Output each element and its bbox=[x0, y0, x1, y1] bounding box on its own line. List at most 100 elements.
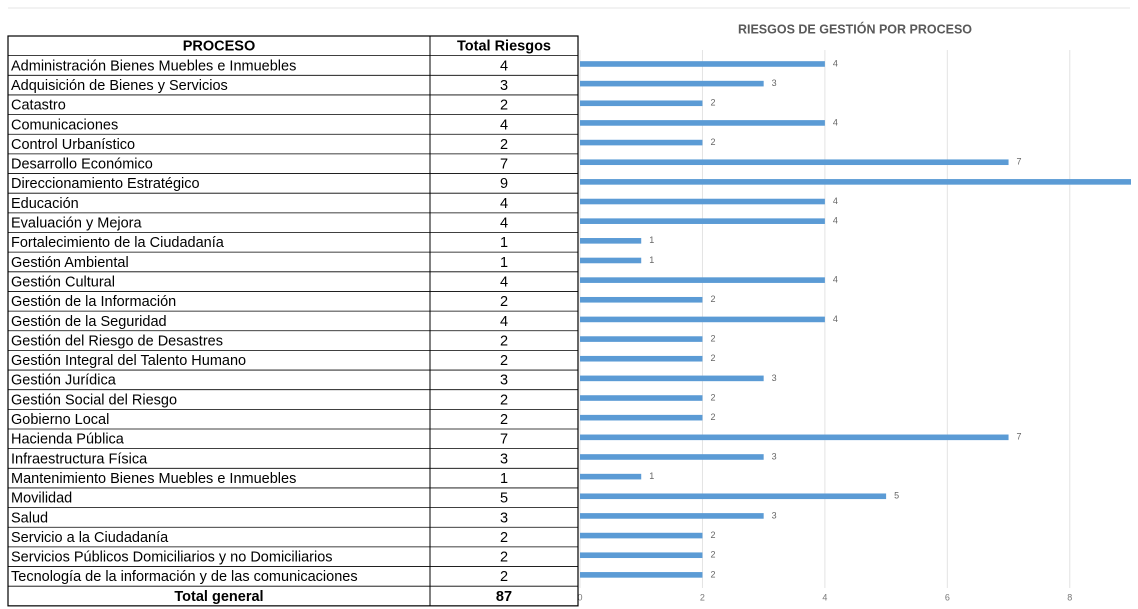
process-name: Gestión de la Información bbox=[11, 294, 176, 310]
column-header: Total Riesgos bbox=[457, 39, 551, 55]
process-name: Gestión de la Seguridad bbox=[11, 314, 167, 330]
risk-count: 4 bbox=[500, 314, 508, 330]
data-label: 2 bbox=[710, 530, 715, 540]
data-label: 2 bbox=[710, 569, 715, 579]
bar bbox=[580, 139, 703, 146]
risk-count: 5 bbox=[500, 491, 508, 507]
data-label: 7 bbox=[1017, 157, 1022, 167]
chart-title: RIESGOS DE GESTIÓN POR PROCESO bbox=[738, 21, 972, 36]
data-label: 1 bbox=[649, 255, 654, 265]
data-label: 3 bbox=[772, 373, 777, 383]
bar bbox=[580, 454, 764, 460]
risk-count: 3 bbox=[500, 510, 508, 526]
bar bbox=[580, 414, 703, 421]
process-name: Control Urbanístico bbox=[11, 137, 135, 153]
data-label: 4 bbox=[833, 58, 838, 68]
risk-count: 3 bbox=[500, 78, 508, 94]
data-label: 2 bbox=[710, 333, 715, 343]
risk-count: 7 bbox=[500, 432, 508, 448]
bar bbox=[580, 159, 1009, 166]
process-name: Gestión del Riesgo de Desastres bbox=[11, 333, 223, 349]
process-name: Gestión Cultural bbox=[11, 274, 115, 290]
process-name: Servicios Públicos Domiciliarios y no Do… bbox=[11, 550, 333, 566]
risk-count: 9 bbox=[500, 176, 508, 192]
bar bbox=[580, 61, 825, 67]
process-name: Infraestructura Física bbox=[11, 451, 148, 467]
bar bbox=[580, 179, 1131, 185]
x-tick-label: 6 bbox=[945, 592, 950, 602]
risk-count: 2 bbox=[500, 333, 508, 349]
bar bbox=[580, 277, 825, 283]
data-label: 3 bbox=[772, 78, 777, 88]
bar bbox=[580, 80, 764, 87]
bar bbox=[580, 513, 764, 519]
bar bbox=[580, 100, 703, 107]
data-label: 2 bbox=[710, 412, 715, 422]
bar bbox=[580, 395, 703, 401]
data-label: 2 bbox=[710, 294, 715, 304]
process-name: Gestión Jurídica bbox=[11, 373, 117, 389]
risk-count: 3 bbox=[500, 451, 508, 467]
data-label: 2 bbox=[710, 353, 715, 363]
process-name: Educación bbox=[11, 196, 79, 212]
bar bbox=[580, 532, 703, 539]
total-label: Total general bbox=[174, 589, 263, 605]
process-name: Gestión Ambiental bbox=[11, 255, 129, 271]
risk-count: 2 bbox=[500, 294, 508, 310]
risk-count: 4 bbox=[500, 196, 508, 212]
risk-count: 4 bbox=[500, 58, 508, 74]
bar bbox=[580, 257, 642, 264]
process-name: Salud bbox=[11, 510, 48, 526]
process-name: Mantenimiento Bienes Muebles e Inmuebles bbox=[11, 471, 296, 487]
process-name: Fortalecimiento de la Ciudadanía bbox=[11, 235, 225, 251]
x-tick-label: 4 bbox=[822, 592, 827, 602]
risk-count: 2 bbox=[500, 392, 508, 408]
data-label: 3 bbox=[772, 451, 777, 461]
risk-count: 1 bbox=[500, 235, 508, 251]
bar bbox=[580, 238, 642, 244]
x-tick-label: 2 bbox=[700, 592, 705, 602]
risk-count: 2 bbox=[500, 412, 508, 428]
bar bbox=[580, 296, 703, 303]
bar bbox=[580, 552, 703, 559]
column-header: PROCESO bbox=[183, 39, 256, 55]
data-label: 4 bbox=[833, 117, 838, 127]
data-label: 4 bbox=[833, 216, 838, 226]
risk-count: 2 bbox=[500, 569, 508, 585]
bar bbox=[580, 198, 825, 205]
data-label: 2 bbox=[710, 550, 715, 560]
data-label: 7 bbox=[1017, 432, 1022, 442]
bar bbox=[580, 473, 642, 480]
bar bbox=[580, 120, 825, 126]
risk-count: 2 bbox=[500, 137, 508, 153]
process-name: Catastro bbox=[11, 98, 66, 114]
data-label: 2 bbox=[710, 137, 715, 147]
process-name: Gestión Integral del Talento Humano bbox=[11, 353, 246, 369]
risk-count: 2 bbox=[500, 530, 508, 546]
process-name: Administración Bienes Muebles e Inmueble… bbox=[11, 58, 296, 74]
bar bbox=[580, 375, 764, 382]
risk-count: 2 bbox=[500, 550, 508, 566]
process-name: Evaluación y Mejora bbox=[11, 216, 142, 232]
total-value: 87 bbox=[496, 589, 512, 605]
process-name: Tecnología de la información y de las co… bbox=[11, 569, 358, 585]
process-name: Adquisición de Bienes y Servicios bbox=[11, 78, 228, 94]
bar bbox=[580, 336, 703, 342]
risk-count: 3 bbox=[500, 373, 508, 389]
bar bbox=[580, 316, 825, 323]
risk-count: 1 bbox=[500, 471, 508, 487]
risk-count: 4 bbox=[500, 274, 508, 290]
x-tick-label: 0 bbox=[577, 592, 582, 602]
bar bbox=[580, 434, 1009, 441]
data-label: 4 bbox=[833, 196, 838, 206]
x-tick-label: 8 bbox=[1067, 592, 1072, 602]
bar bbox=[580, 493, 887, 500]
data-label: 2 bbox=[710, 98, 715, 108]
data-label: 3 bbox=[772, 510, 777, 520]
data-label: 5 bbox=[894, 491, 899, 501]
bar bbox=[580, 572, 703, 578]
process-name: Servicio a la Ciudadanía bbox=[11, 530, 169, 546]
process-name: Hacienda Pública bbox=[11, 432, 125, 448]
data-label: 2 bbox=[710, 392, 715, 402]
